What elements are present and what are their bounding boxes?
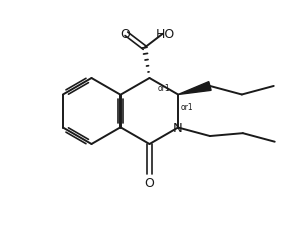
Polygon shape	[178, 82, 211, 95]
Text: or1: or1	[181, 103, 194, 112]
Text: N: N	[173, 121, 183, 134]
Text: O: O	[120, 28, 130, 41]
Text: HO: HO	[156, 28, 175, 41]
Text: O: O	[145, 177, 155, 190]
Text: or1: or1	[158, 84, 170, 93]
